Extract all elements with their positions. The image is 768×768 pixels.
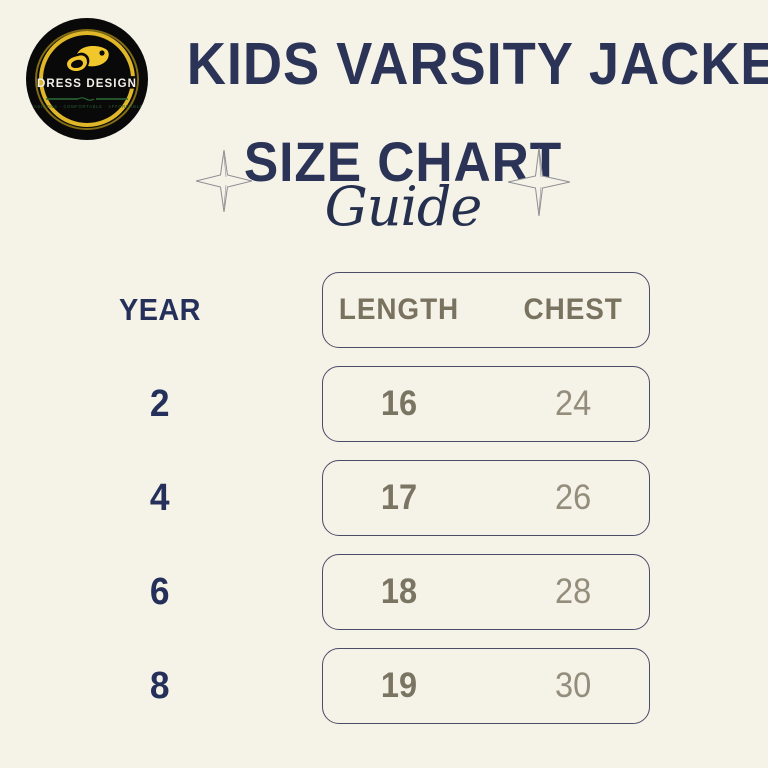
year-column: YEAR 2 4 6 8 bbox=[96, 272, 224, 742]
column-header-chest: CHEST bbox=[523, 293, 623, 326]
table-row: 16 24 bbox=[322, 366, 650, 442]
page-subtitle: SIZE CHART bbox=[243, 130, 563, 193]
measurement-table: LENGTH CHEST 16 24 17 26 18 28 19 30 bbox=[322, 272, 650, 742]
table-row: 17 26 bbox=[322, 460, 650, 536]
logo-tagline: FASHIONS · COMFORTABLE · AFFORDABLE bbox=[30, 104, 144, 109]
year-header: YEAR bbox=[119, 292, 201, 327]
table-row: 19 30 bbox=[322, 648, 650, 724]
logo-divider bbox=[46, 97, 128, 101]
year-value: 8 bbox=[149, 664, 171, 707]
logo-brand-name: DRESS DESIGN bbox=[36, 78, 138, 90]
chest-value: 26 bbox=[555, 478, 592, 517]
page-script-word: Guide bbox=[324, 175, 483, 238]
chest-value: 24 bbox=[555, 384, 592, 423]
table-header-row: LENGTH CHEST bbox=[322, 272, 650, 348]
length-value: 19 bbox=[380, 666, 418, 705]
page-title: KIDS VARSITY JACKET bbox=[186, 31, 768, 97]
brand-logo: DRESS DESIGN FASHIONS · COMFORTABLE · AF… bbox=[26, 18, 148, 140]
sparkle-star-icon bbox=[196, 150, 252, 212]
length-value: 18 bbox=[380, 572, 418, 611]
chest-value: 30 bbox=[555, 666, 592, 705]
year-value: 6 bbox=[149, 570, 171, 613]
table-row: 18 28 bbox=[322, 554, 650, 630]
year-value: 4 bbox=[149, 476, 171, 519]
column-header-length: LENGTH bbox=[338, 293, 460, 326]
chest-value: 28 bbox=[555, 572, 592, 611]
clothing-tag-icon bbox=[67, 46, 109, 71]
length-value: 17 bbox=[380, 478, 418, 517]
sparkle-star-icon bbox=[508, 148, 570, 216]
year-value: 2 bbox=[149, 382, 171, 425]
length-value: 16 bbox=[380, 384, 418, 423]
logo-gold-ring-outer bbox=[35, 29, 139, 130]
